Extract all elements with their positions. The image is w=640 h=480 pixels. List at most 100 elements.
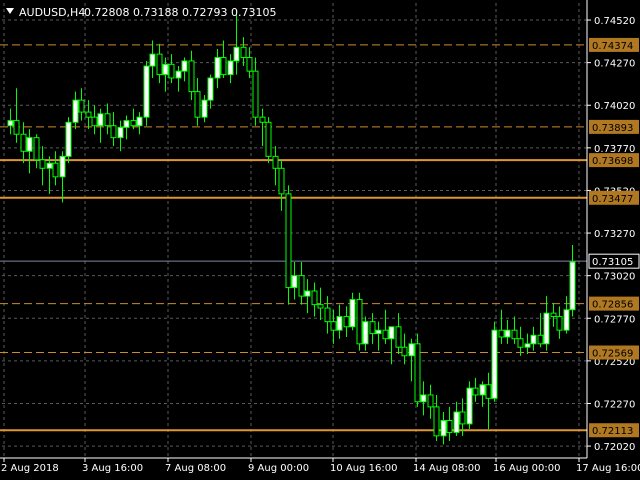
candle-body: [278, 167, 285, 195]
candle-body: [550, 312, 557, 318]
price-level-label: 0.72569: [592, 349, 633, 360]
candle-body: [252, 70, 259, 118]
candle-body: [382, 329, 389, 340]
collapse-triangle-icon[interactable]: [6, 8, 14, 14]
candle-body: [149, 53, 156, 67]
candle-body: [227, 60, 234, 76]
candle-body: [517, 338, 524, 348]
candle-body: [7, 120, 14, 127]
price-labels: 0.74374 0.73893 0.73698 0.73477 0.72856 0.725…: [588, 37, 640, 438]
y-tick-label: 0.73770: [594, 144, 635, 155]
candle-body: [123, 120, 130, 128]
y-tick-label: 0.72770: [594, 314, 635, 325]
candle-body: [298, 275, 305, 297]
candle-body: [168, 63, 175, 79]
candle-body: [207, 77, 214, 101]
candle-body: [97, 113, 104, 127]
y-tick-label: 0.73020: [594, 272, 635, 283]
candle-body: [304, 290, 311, 297]
price-level-label-bg: [589, 119, 639, 134]
candle-body: [459, 411, 466, 425]
candle-body: [233, 46, 240, 62]
candle-body: [246, 57, 253, 72]
y-tick-label: 0.74520: [594, 16, 635, 27]
price-level-label-bg: [589, 37, 639, 52]
candle-body: [369, 321, 376, 335]
candle-body: [13, 120, 20, 135]
candle-body: [466, 387, 473, 425]
candle-body: [491, 329, 498, 399]
x-tick-label: 7 Aug 08:00: [165, 463, 226, 474]
candle-body: [26, 137, 33, 152]
candle-body: [291, 275, 298, 289]
price-level-label: 0.73893: [592, 123, 633, 134]
candle-body: [563, 309, 570, 331]
candle-body: [498, 329, 505, 338]
current-price-label-bg: [588, 253, 640, 269]
candle-body: [420, 394, 427, 403]
price-level-label-bg: [589, 296, 639, 311]
candle-body: [375, 329, 382, 335]
ohlc-readout: 0.72808 0.73188 0.72793 0.73105: [84, 6, 276, 19]
candle-body: [362, 321, 369, 345]
candle-body: [395, 326, 402, 348]
price-level-label: 0.73698: [592, 156, 633, 167]
candle-body: [556, 316, 563, 331]
candle-body: [265, 121, 272, 157]
candle-body: [156, 53, 163, 76]
candle-body: [472, 387, 479, 396]
candle-body: [479, 384, 486, 396]
candle-body: [162, 63, 169, 76]
y-tick-label: 0.72020: [594, 442, 635, 453]
price-level-label: 0.73477: [592, 194, 633, 205]
candle-body: [85, 111, 92, 118]
price-level-label-bg: [589, 153, 639, 168]
candle-body: [388, 326, 395, 340]
candle-body: [272, 155, 279, 169]
candle-body: [330, 321, 337, 331]
chart-header: AUDUSD,H4 0.72808 0.73188 0.72793 0.7310…: [6, 6, 276, 19]
candle-body: [440, 420, 447, 437]
price-level-label: 0.74374: [592, 41, 633, 52]
price-level-label: 0.72113: [592, 426, 633, 437]
candle-body: [537, 334, 544, 345]
price-level-label: 0.72856: [592, 300, 633, 311]
candle-body: [511, 329, 518, 340]
candle-body: [324, 307, 331, 323]
current-price-label: 0.73105: [592, 257, 633, 268]
candles: [7, 9, 576, 445]
candle-body: [414, 343, 421, 403]
y-tick-label: 0.73270: [594, 229, 635, 240]
candle-body: [72, 99, 79, 123]
x-tick-label: 10 Aug 16:00: [330, 463, 397, 474]
candle-body: [220, 57, 227, 76]
candle-body: [427, 394, 434, 408]
candle-body: [446, 420, 453, 433]
grid-lines: [2, 3, 587, 458]
candle-body: [569, 261, 576, 311]
candle-body: [39, 159, 46, 169]
candle-body: [453, 411, 460, 433]
candle-body: [91, 116, 98, 127]
candle-body: [401, 346, 408, 357]
candle-body: [104, 113, 111, 127]
candle-body: [46, 162, 53, 169]
candle-body: [136, 116, 143, 127]
candle-body: [285, 193, 292, 289]
symbol-timeframe: AUDUSD,H4: [19, 6, 85, 19]
candle-body: [311, 290, 318, 306]
candle-body: [485, 384, 492, 399]
candle-body: [240, 46, 247, 59]
candle-body: [524, 343, 531, 348]
price-level-label-bg: [589, 345, 639, 360]
candle-body: [59, 155, 66, 178]
candle-body: [317, 304, 324, 309]
candle-body: [181, 60, 188, 72]
candle-body: [336, 316, 343, 331]
candle-body: [143, 65, 150, 118]
candle-body: [52, 162, 59, 178]
candle-body: [117, 126, 124, 139]
